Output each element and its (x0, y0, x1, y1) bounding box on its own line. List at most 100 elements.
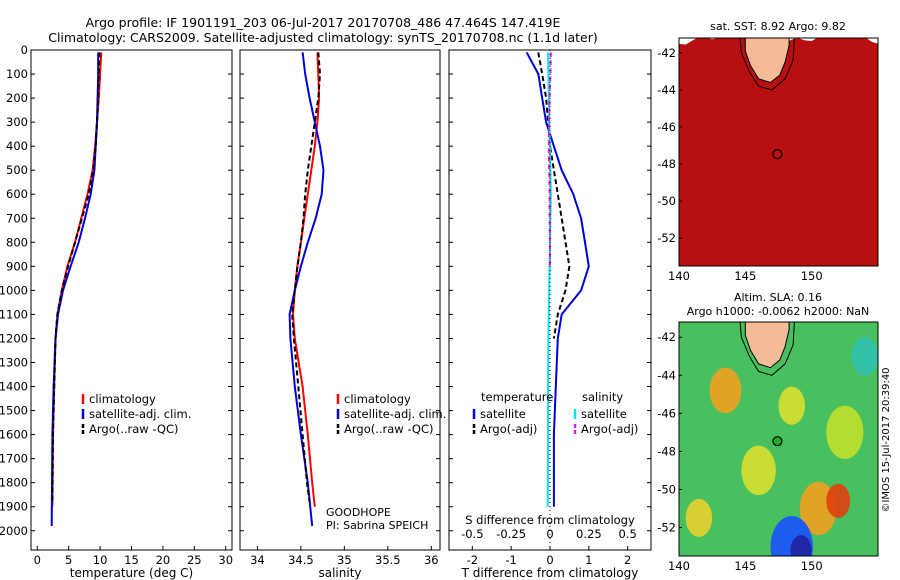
x2-tick-label: 0.25 (576, 527, 602, 541)
legend-label: climatology (89, 392, 156, 406)
y-tick-label: 900 (6, 259, 28, 273)
legend-title: salinity (582, 390, 623, 404)
map-y-tick-label: -52 (657, 231, 676, 245)
annotation-text: PI: Sabrina SPEICH (326, 519, 428, 532)
x-tick-label: 34.5 (288, 553, 314, 567)
legend-label: satellite-adj. clim. (344, 407, 446, 421)
y-tick-label: 1400 (0, 380, 28, 394)
x-tick-label: 36 (424, 553, 439, 567)
x2-axis-label: S difference from climatology (465, 513, 635, 527)
y-tick-label: 1500 (0, 404, 28, 418)
map-x-tick-label: 140 (668, 559, 690, 573)
sla-anomaly (778, 386, 806, 425)
argo-position-marker (772, 436, 783, 447)
y-tick-label: 1100 (0, 307, 28, 321)
legend-label: Argo(..raw -QC) (89, 422, 179, 436)
x-tick-label: 30 (218, 553, 233, 567)
legend-label: Argo(..raw -QC) (344, 422, 434, 436)
map-y-tick-label: -44 (657, 83, 676, 97)
shelf-contour (739, 322, 795, 376)
series-line (51, 52, 101, 502)
series-line (291, 52, 321, 507)
y-tick-label: 100 (6, 67, 28, 81)
map-field (679, 322, 878, 556)
sla-anomaly (741, 445, 776, 496)
x-tick-label: 34 (250, 553, 265, 567)
map-title: Altim. SLA: 0.16 (734, 291, 822, 304)
map-y-tick-label: -48 (657, 444, 676, 458)
tasmania-land (744, 38, 790, 84)
annotation-text: GOODHOPE (326, 506, 391, 519)
y-tick-label: 1600 (0, 428, 28, 442)
map-y-tick-label: -46 (657, 406, 676, 420)
title-line-1: Argo profile: IF 1901191_203 06-Jul-2017… (86, 15, 561, 30)
x-tick-label: 5 (65, 553, 72, 567)
map-y-tick-label: -52 (657, 520, 676, 534)
y-tick-label: 400 (6, 139, 28, 153)
map-x-tick-label: 140 (668, 269, 690, 283)
y-tick-label: 1300 (0, 356, 28, 370)
argo-position-marker (772, 149, 783, 160)
x2-tick-label: -0.5 (461, 527, 483, 541)
legend-label: satellite-adj. clim. (89, 407, 191, 421)
sla-anomaly (826, 405, 864, 459)
panel-sst-map: 140 145 150 -42 -44 -46 -48 -50 -52 sat. SST: 8.9… (657, 20, 879, 283)
map-y-tick-label: -48 (657, 157, 676, 171)
x-axis-label: temperature (deg C) (70, 566, 193, 580)
sst-band (679, 38, 878, 266)
panel-temperature: 0100200300400500600700800900100011001200… (0, 43, 233, 580)
map-x-tick-label: 145 (734, 559, 756, 573)
sla-anomaly (826, 483, 851, 518)
y-tick-label: 700 (6, 211, 28, 225)
y-tick-label: 500 (6, 163, 28, 177)
map-frame (678, 37, 879, 267)
y-tick-label: 1200 (0, 331, 28, 345)
map-y-tick-label: -44 (657, 368, 676, 382)
shelf-contour (739, 38, 795, 91)
map-x-tick-label: 150 (801, 559, 823, 573)
x-axis-label: salinity (318, 566, 361, 580)
map-x-tick-label: 145 (734, 269, 756, 283)
panel-salinity: 34 34.5 35 35.5 36 salinity climatologysatelli… (239, 49, 446, 580)
y-tick-label: 1800 (0, 476, 28, 490)
y-tick-label: 200 (6, 91, 28, 105)
series-line (525, 51, 590, 507)
x2-tick-label: 0 (546, 527, 553, 541)
map-subtitle: Argo h1000: -0.0062 h2000: NaN (687, 305, 870, 318)
y-tick-label: 1000 (0, 283, 28, 297)
series-line (537, 52, 571, 339)
sla-anomaly (851, 337, 878, 376)
x-tick-label: 0 (546, 553, 553, 567)
legend-label: satellite (480, 407, 526, 421)
legend-label: satellite (581, 407, 627, 421)
y-tick-label: 600 (6, 187, 28, 201)
series-line (288, 52, 325, 527)
sla-anomaly (790, 535, 812, 556)
sla-anomaly (685, 498, 713, 537)
x-tick-label: 10 (93, 553, 108, 567)
map-title: sat. SST: 8.92 Argo: 9.82 (710, 20, 846, 33)
x-tick-label: 20 (156, 553, 171, 567)
x-tick-label: 35 (337, 553, 352, 567)
map-y-tick-label: -50 (657, 194, 676, 208)
x2-tick-label: 0.5 (619, 527, 637, 541)
x-tick-label: -2 (467, 553, 478, 567)
map-field (679, 38, 878, 266)
x-tick-label: 15 (124, 553, 139, 567)
map-y-tick-label: -46 (657, 120, 676, 134)
map-y-tick-label: -42 (657, 46, 676, 60)
legend-label: Argo(-adj) (480, 422, 537, 436)
x-tick-label: -1 (505, 553, 516, 567)
plot-frame (239, 49, 441, 551)
y-tick-label: 300 (6, 115, 28, 129)
series-line (291, 52, 322, 503)
x-axis-label: T difference from climatology (461, 566, 639, 580)
y-tick-label: 2000 (0, 524, 28, 538)
y-tick-label: 0 (21, 43, 28, 57)
x-tick-label: 2 (624, 553, 631, 567)
panel-difference: -2 -1 0 1 2T difference from climatology S di… (448, 49, 652, 580)
map-y-tick-label: -50 (657, 482, 676, 496)
panel-sla-map: 140 145 150 -42 -44 -46 -48 -50 -52 Altim. SLA: 0… (657, 291, 879, 573)
map-frame (678, 321, 879, 557)
